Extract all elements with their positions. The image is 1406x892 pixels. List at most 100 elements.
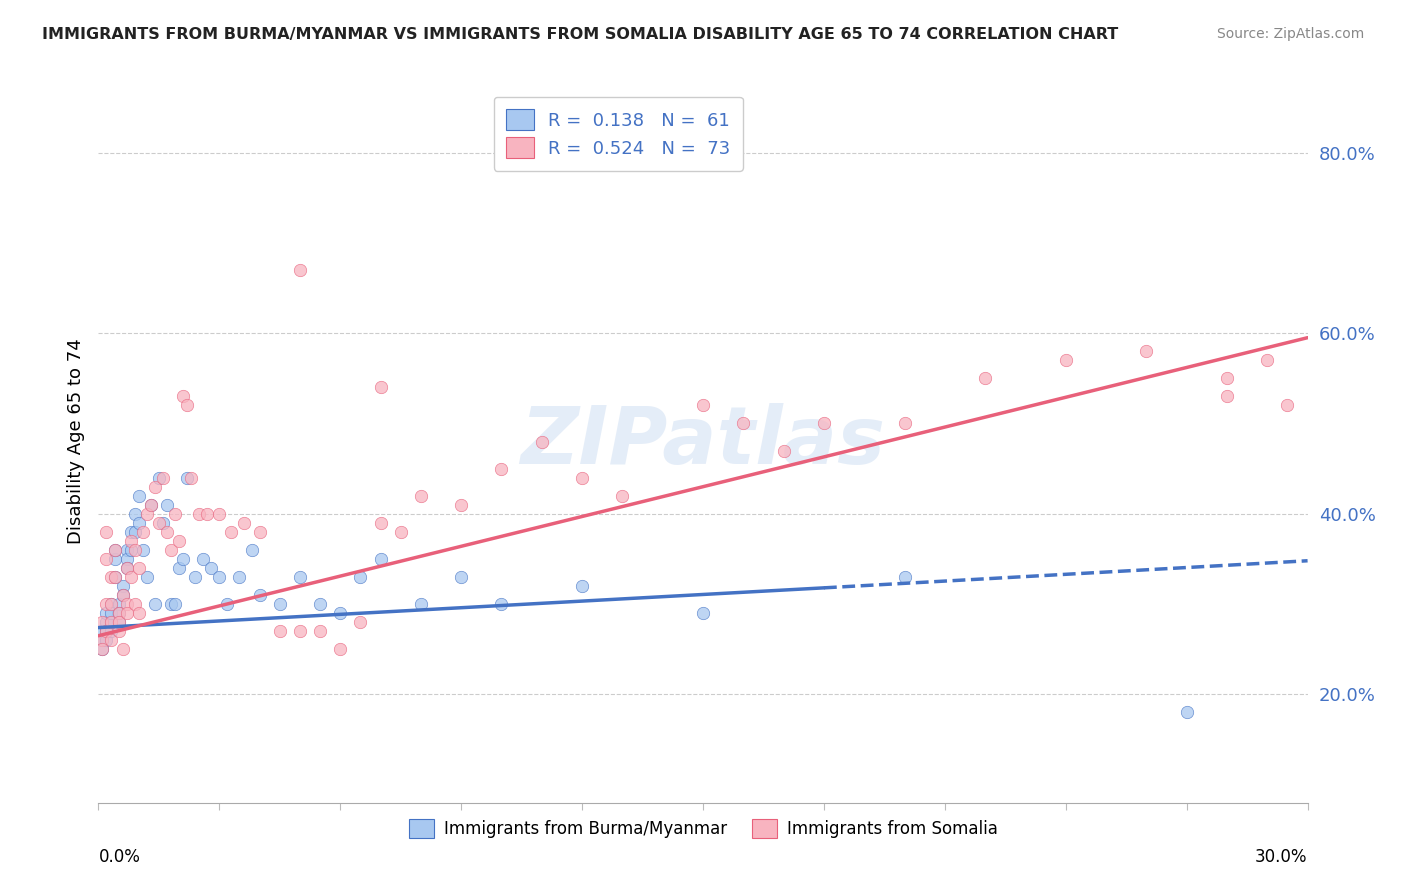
Point — [329, 642, 352, 657]
Point — [152, 471, 174, 485]
Point — [111, 579, 134, 593]
Point — [772, 443, 794, 458]
Point — [107, 597, 129, 611]
Point — [128, 561, 150, 575]
Point — [91, 642, 114, 657]
Point — [172, 552, 194, 566]
Text: IMMIGRANTS FROM BURMA/MYANMAR VS IMMIGRANTS FROM SOMALIA DISABILITY AGE 65 TO 74: IMMIGRANTS FROM BURMA/MYANMAR VS IMMIGRA… — [42, 27, 1118, 42]
Point — [167, 561, 190, 575]
Point — [100, 615, 122, 630]
Point — [91, 615, 114, 630]
Point — [288, 624, 311, 639]
Point — [530, 434, 553, 449]
Point — [269, 624, 291, 639]
Point — [349, 570, 371, 584]
Legend: Immigrants from Burma/Myanmar, Immigrants from Somalia: Immigrants from Burma/Myanmar, Immigrant… — [402, 813, 1004, 845]
Point — [193, 552, 215, 566]
Point — [571, 471, 593, 485]
Point — [148, 471, 170, 485]
Text: Source: ZipAtlas.com: Source: ZipAtlas.com — [1216, 27, 1364, 41]
Point — [409, 597, 432, 611]
Point — [124, 507, 146, 521]
Point — [221, 524, 243, 539]
Point — [176, 471, 198, 485]
Point — [111, 642, 134, 657]
Point — [139, 498, 162, 512]
Point — [389, 524, 412, 539]
Point — [491, 461, 513, 475]
Point — [188, 507, 211, 521]
Text: 0.0%: 0.0% — [98, 848, 141, 866]
Point — [893, 570, 915, 584]
Point — [135, 570, 157, 584]
Point — [172, 389, 194, 403]
Point — [100, 606, 122, 620]
Point — [115, 606, 138, 620]
Point — [135, 507, 157, 521]
Point — [132, 542, 155, 557]
Point — [409, 489, 432, 503]
Text: ZIPatlas: ZIPatlas — [520, 402, 886, 481]
Point — [195, 507, 218, 521]
Point — [370, 516, 392, 530]
Point — [692, 398, 714, 412]
Point — [120, 570, 142, 584]
Point — [103, 552, 125, 566]
Point — [115, 561, 138, 575]
Point — [115, 542, 138, 557]
Point — [100, 633, 122, 648]
Point — [91, 624, 114, 639]
Point — [132, 524, 155, 539]
Point — [96, 633, 118, 648]
Point — [1216, 371, 1239, 385]
Point — [100, 597, 122, 611]
Point — [1277, 398, 1299, 412]
Point — [96, 615, 118, 630]
Point — [124, 542, 146, 557]
Point — [91, 633, 114, 648]
Point — [107, 606, 129, 620]
Point — [124, 597, 146, 611]
Point — [128, 606, 150, 620]
Point — [96, 552, 118, 566]
Point — [813, 417, 835, 431]
Point — [329, 606, 352, 620]
Point — [156, 498, 179, 512]
Point — [100, 624, 122, 639]
Point — [571, 579, 593, 593]
Point — [180, 471, 202, 485]
Point — [91, 642, 114, 657]
Point — [100, 597, 122, 611]
Point — [124, 524, 146, 539]
Point — [120, 524, 142, 539]
Point — [139, 498, 162, 512]
Point — [349, 615, 371, 630]
Point — [893, 417, 915, 431]
Point — [612, 489, 634, 503]
Point — [1216, 389, 1239, 403]
Point — [1175, 706, 1198, 720]
Point — [450, 570, 472, 584]
Point — [160, 542, 183, 557]
Point — [111, 588, 134, 602]
Point — [143, 597, 166, 611]
Point — [103, 570, 125, 584]
Point — [249, 588, 271, 602]
Point — [103, 570, 125, 584]
Point — [733, 417, 755, 431]
Point — [163, 507, 186, 521]
Point — [692, 606, 714, 620]
Point — [100, 570, 122, 584]
Point — [115, 561, 138, 575]
Point — [96, 597, 118, 611]
Point — [163, 597, 186, 611]
Point — [91, 633, 114, 648]
Point — [1256, 353, 1278, 368]
Point — [107, 615, 129, 630]
Point — [143, 480, 166, 494]
Point — [96, 624, 118, 639]
Point — [269, 597, 291, 611]
Point — [208, 507, 231, 521]
Point — [184, 570, 207, 584]
Point — [96, 606, 118, 620]
